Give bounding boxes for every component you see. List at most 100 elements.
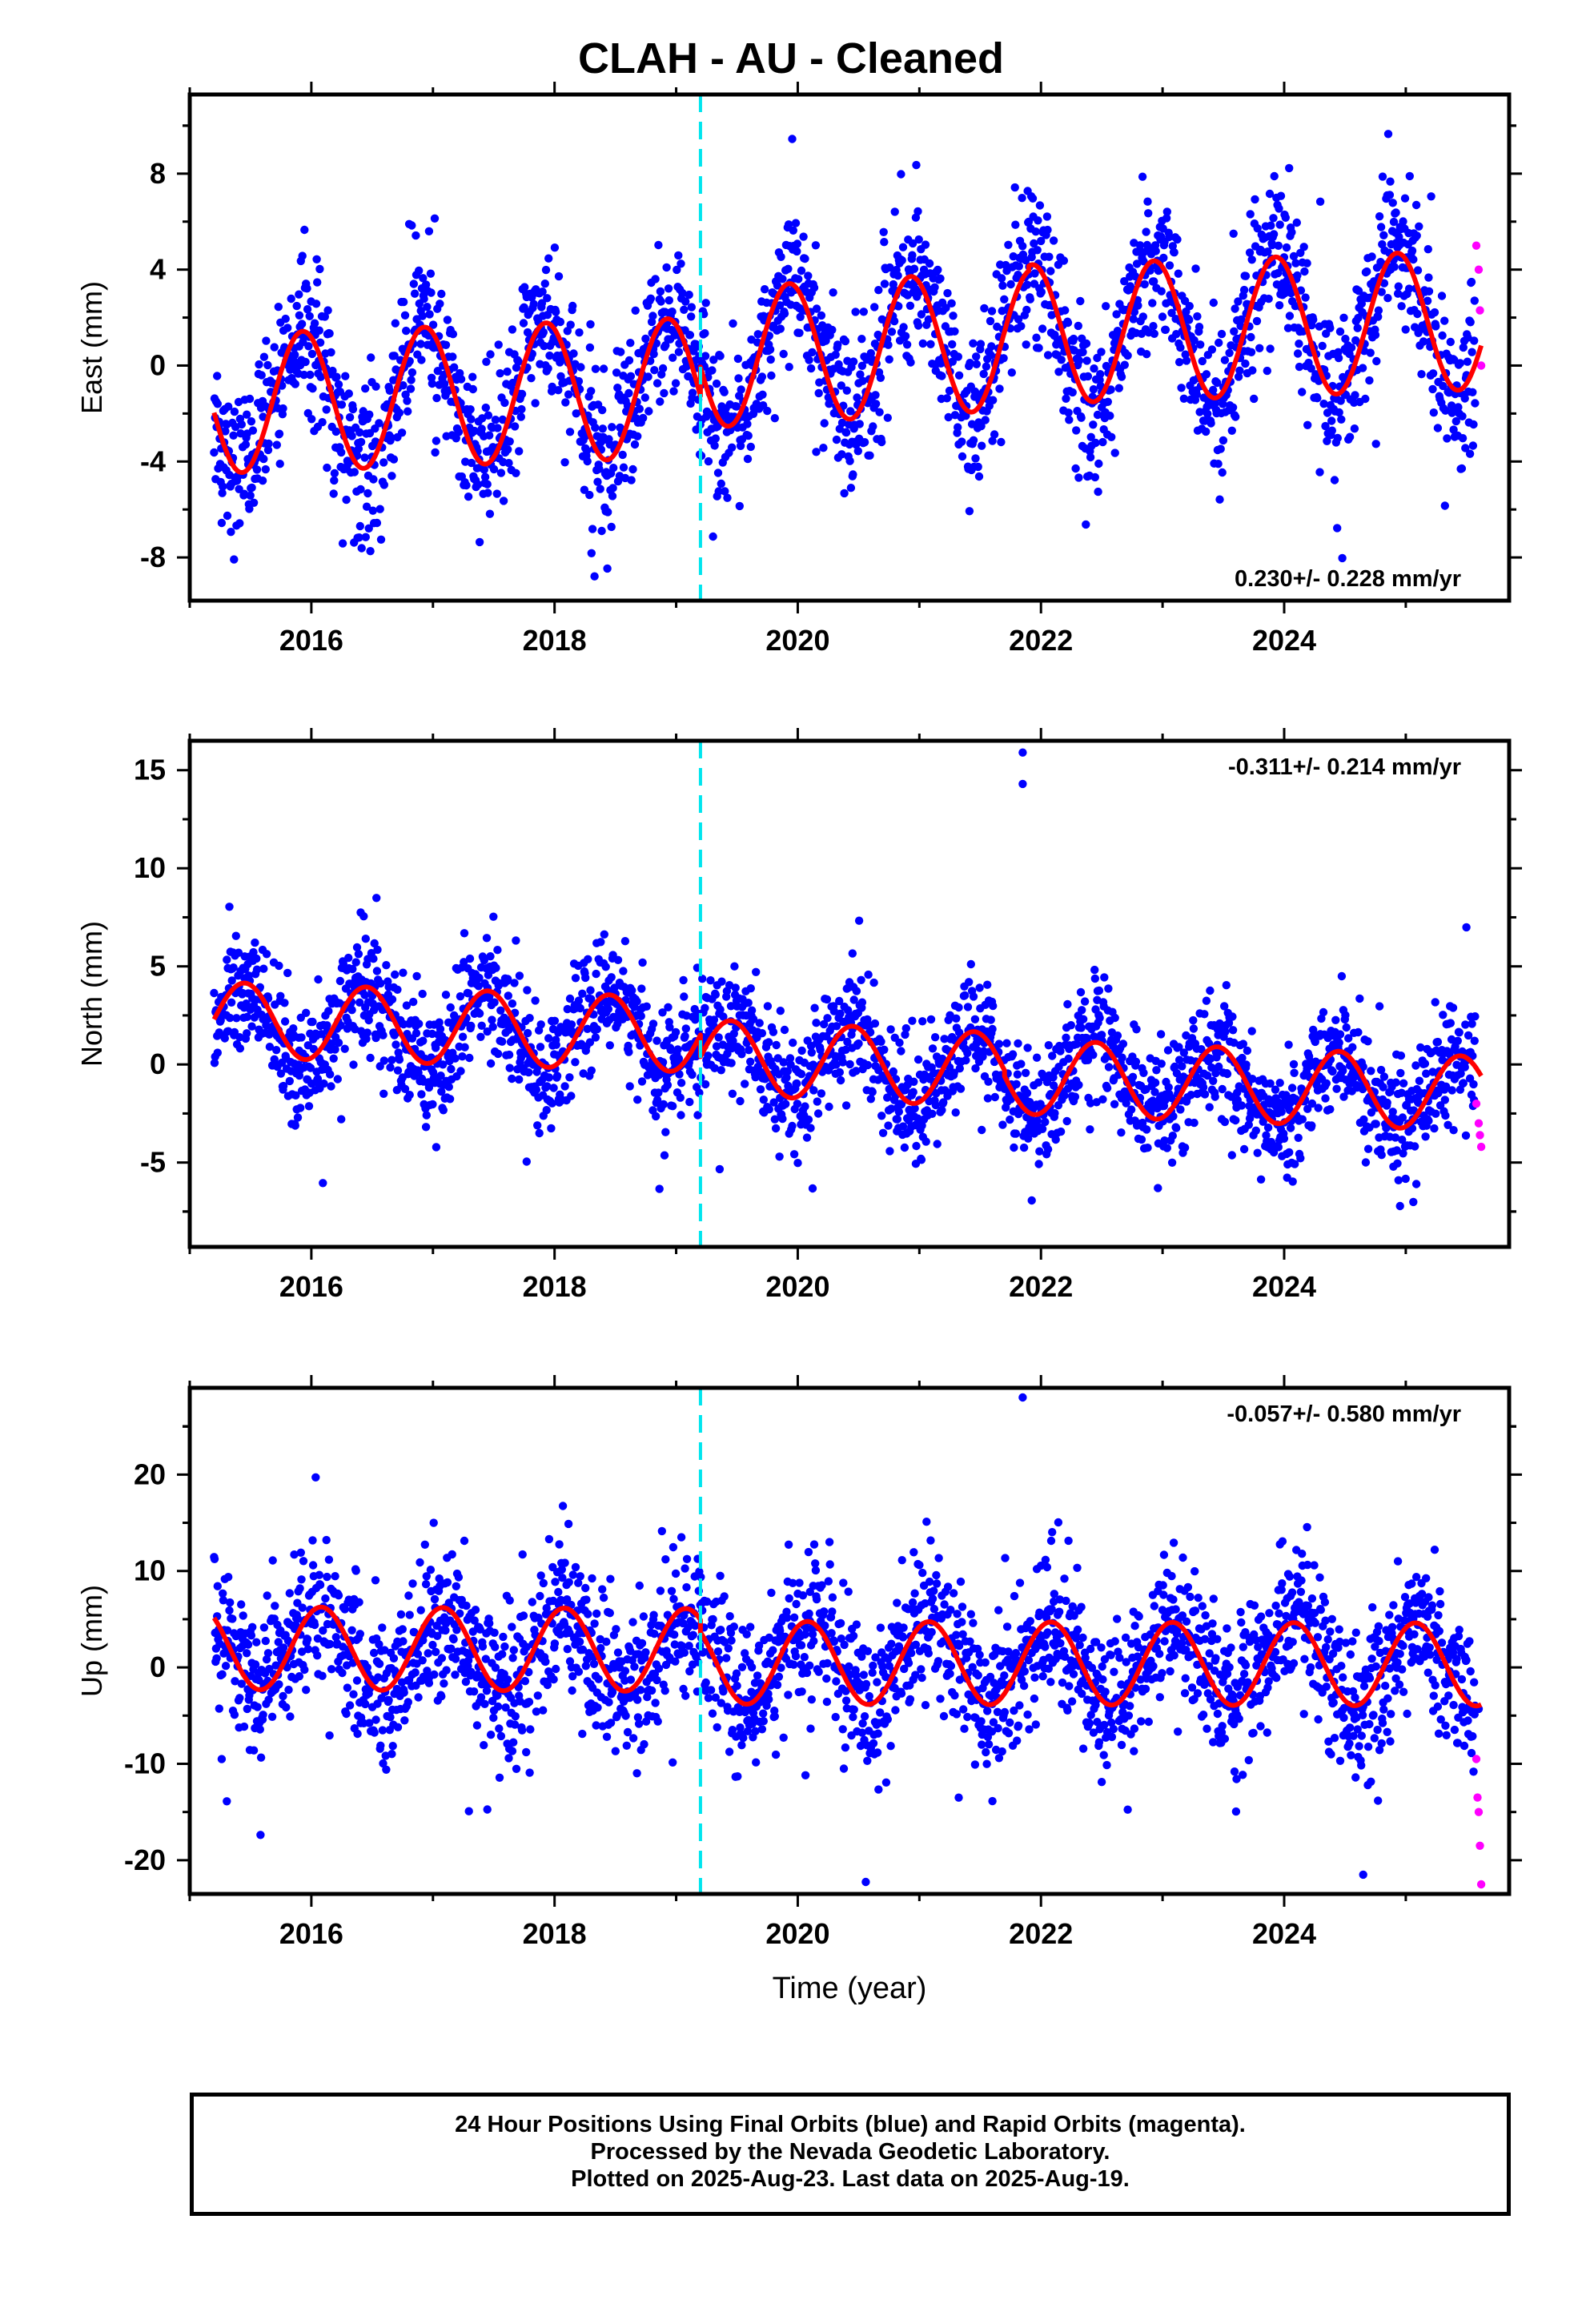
rapid-orbit-points	[1472, 241, 1486, 370]
data-point	[1281, 213, 1291, 222]
data-point	[385, 386, 394, 395]
data-point	[1196, 340, 1205, 349]
data-point	[404, 407, 412, 416]
data-point	[285, 1589, 294, 1598]
data-point	[243, 1704, 251, 1714]
data-point	[930, 283, 939, 292]
data-point	[1120, 360, 1130, 369]
data-point	[243, 1649, 251, 1658]
data-point	[733, 354, 743, 364]
data-point	[299, 1557, 308, 1566]
data-point	[753, 330, 762, 339]
data-point	[1458, 412, 1467, 420]
data-point	[843, 356, 852, 365]
data-point	[710, 441, 719, 450]
data-point	[717, 479, 725, 489]
data-point	[1458, 434, 1468, 443]
data-point	[763, 406, 772, 416]
data-point	[1241, 359, 1250, 368]
y-tick-label: -8	[140, 541, 166, 573]
data-point	[508, 325, 517, 334]
data-point	[409, 279, 418, 288]
data-point	[281, 314, 290, 324]
data-point	[837, 450, 846, 459]
data-point	[880, 279, 889, 288]
data-point	[417, 356, 426, 364]
data-point	[857, 335, 866, 344]
data-point	[586, 320, 595, 329]
data-point	[1004, 240, 1013, 249]
data-point	[538, 287, 547, 296]
data-point	[624, 388, 633, 398]
data-point	[1383, 130, 1393, 139]
data-point	[897, 255, 906, 265]
data-point	[1391, 208, 1400, 217]
data-point	[228, 1614, 237, 1623]
data-point	[287, 294, 295, 304]
data-point	[291, 350, 299, 360]
data-point	[237, 420, 246, 429]
data-point	[275, 1680, 283, 1689]
data-point	[1412, 231, 1421, 240]
data-point	[938, 372, 946, 380]
data-point	[1363, 267, 1371, 276]
data-point	[327, 348, 335, 357]
data-point	[1337, 415, 1346, 424]
data-point	[452, 434, 460, 443]
data-point	[548, 382, 556, 392]
data-point	[1038, 324, 1047, 333]
data-point	[248, 1622, 257, 1632]
data-point	[708, 366, 717, 375]
data-point	[1014, 271, 1022, 279]
data-point	[1287, 288, 1296, 298]
data-point	[366, 547, 375, 556]
data-point	[1245, 248, 1255, 257]
y-axis-label: East (mm)	[75, 281, 108, 414]
data-point	[732, 402, 741, 411]
data-point	[885, 263, 894, 272]
data-point	[364, 524, 373, 533]
data-point	[613, 384, 622, 392]
data-point	[305, 312, 314, 320]
data-point	[245, 394, 255, 404]
data-point	[1351, 391, 1359, 400]
data-point	[832, 435, 841, 444]
data-point	[1195, 323, 1204, 332]
data-point	[1207, 419, 1215, 428]
data-point	[1028, 194, 1038, 203]
data-point	[1282, 243, 1291, 252]
data-point	[247, 1631, 256, 1640]
data-point	[263, 445, 273, 455]
data-point	[1042, 212, 1052, 221]
data-point	[1220, 356, 1230, 364]
data-point	[210, 1554, 219, 1564]
data-point	[354, 444, 363, 453]
data-point	[1275, 204, 1283, 213]
data-point	[376, 535, 386, 544]
data-point	[1415, 222, 1423, 231]
data-point	[454, 428, 464, 436]
data-point	[980, 304, 989, 313]
data-point	[308, 384, 317, 393]
data-point	[1131, 272, 1140, 281]
y-tick-label: 0	[150, 348, 166, 381]
data-point	[1177, 384, 1186, 392]
data-point	[223, 511, 232, 521]
data-point	[256, 1831, 265, 1839]
data-point	[1353, 324, 1362, 332]
data-point	[249, 1746, 259, 1755]
data-point	[1202, 427, 1211, 436]
data-point	[356, 485, 365, 494]
data-point	[869, 422, 877, 431]
data-point	[1062, 394, 1070, 403]
data-point	[618, 450, 627, 460]
data-point	[1439, 381, 1447, 391]
data-point	[344, 389, 353, 398]
data-point	[503, 367, 512, 376]
data-point	[257, 371, 266, 380]
data-point	[1252, 316, 1262, 326]
data-point	[1357, 299, 1367, 308]
data-point	[516, 412, 525, 421]
data-point	[598, 424, 607, 433]
